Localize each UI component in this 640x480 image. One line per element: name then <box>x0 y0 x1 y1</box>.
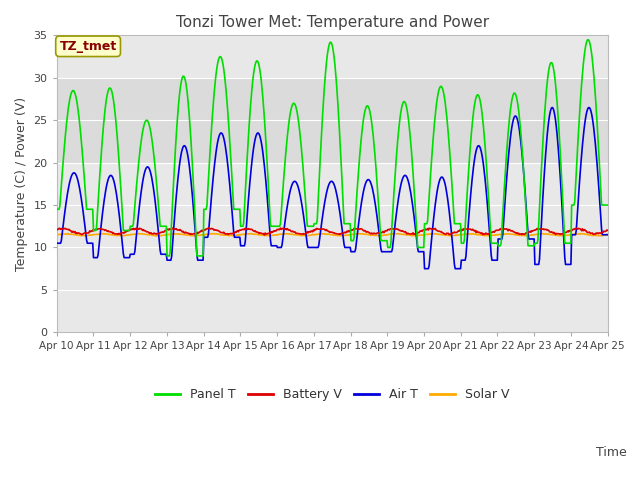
Battery V <box>401 229 408 235</box>
Air T <box>399 175 407 180</box>
Air T <box>586 105 593 110</box>
Panel T <box>604 202 612 208</box>
Line: Air T: Air T <box>57 108 608 269</box>
Air T <box>420 266 428 272</box>
Legend: Panel T, Battery V, Air T, Solar V: Panel T, Battery V, Air T, Solar V <box>150 383 515 406</box>
Battery V <box>175 228 183 233</box>
Text: TZ_tmet: TZ_tmet <box>60 40 116 53</box>
Air T <box>175 163 183 169</box>
Line: Battery V: Battery V <box>57 228 608 235</box>
Air T <box>415 249 423 254</box>
Battery V <box>417 228 424 234</box>
Title: Tonzi Tower Met: Temperature and Power: Tonzi Tower Met: Temperature and Power <box>175 15 489 30</box>
Line: Solar V: Solar V <box>57 233 608 236</box>
Air T <box>604 232 612 238</box>
Solar V <box>401 231 408 237</box>
Solar V <box>604 232 612 238</box>
Bar <box>57 78 608 163</box>
Air T <box>205 231 212 237</box>
Battery V <box>205 226 213 231</box>
Line: Panel T: Panel T <box>57 40 608 256</box>
Panel T <box>416 245 424 251</box>
Solar V <box>176 231 184 237</box>
Battery V <box>260 232 268 238</box>
Solar V <box>205 231 213 237</box>
Panel T <box>53 206 61 212</box>
Solar V <box>355 230 362 236</box>
Battery V <box>53 227 61 232</box>
Air T <box>63 196 70 202</box>
Solar V <box>63 231 70 237</box>
Panel T <box>205 163 213 168</box>
Panel T <box>584 37 591 43</box>
Solar V <box>417 232 424 238</box>
Solar V <box>152 233 160 239</box>
Battery V <box>120 230 127 236</box>
Battery V <box>604 228 612 233</box>
Panel T <box>400 99 408 105</box>
Y-axis label: Temperature (C) / Power (V): Temperature (C) / Power (V) <box>15 97 28 271</box>
Air T <box>53 240 61 246</box>
Battery V <box>63 227 70 232</box>
Battery V <box>205 225 212 231</box>
Solar V <box>120 233 127 239</box>
Panel T <box>63 119 70 125</box>
Text: Time: Time <box>596 446 627 459</box>
Panel T <box>176 87 184 93</box>
Panel T <box>120 228 127 233</box>
Panel T <box>163 253 171 259</box>
Solar V <box>53 232 61 238</box>
Air T <box>120 251 127 257</box>
